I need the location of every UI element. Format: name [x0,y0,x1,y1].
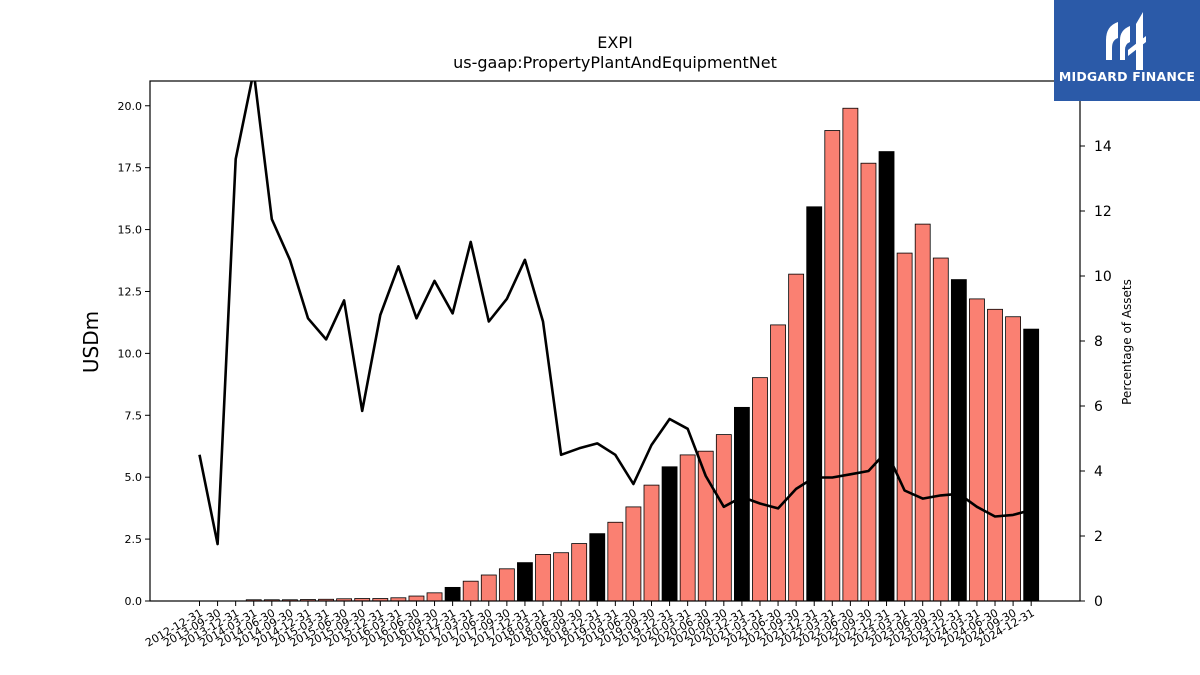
chart-subtitle: us-gaap:PropertyPlantAndEquipmentNet [453,53,777,72]
bar [444,586,461,602]
y-tick-label: 12.5 [118,285,143,298]
bar [571,543,588,602]
y2-tick-label: 8 [1094,334,1103,350]
y2-tick-label: 12 [1094,204,1112,220]
chart-title: EXPI [597,33,632,52]
bar [969,298,985,602]
bar [1005,316,1021,602]
bar [426,592,443,602]
y2-tick-label: 6 [1094,399,1103,415]
bar [625,506,642,602]
y2-axis-label: Percentage of Assets [1120,279,1134,405]
y-tick-label: 7.5 [125,409,143,422]
bar [987,308,1003,602]
percentage-line [198,81,1032,546]
y2-tick-label: 2 [1094,529,1103,545]
bar [734,406,750,602]
y-tick-label: 17.5 [118,162,143,175]
y2-tick-label: 10 [1094,269,1112,285]
y-axis-label: USDm [79,311,103,373]
plot-frame [149,80,1081,602]
y-tick-label: 20.0 [118,100,143,113]
y2-tick-label: 0 [1094,594,1103,610]
bar [607,521,624,602]
midgard-finance-logo: MIDGARD FINANCE [1054,0,1200,101]
bar [643,484,660,602]
bar [932,257,949,602]
logo-mark-icon [1106,12,1146,70]
bar [498,568,515,602]
bar [806,206,823,602]
bar [788,273,805,602]
bar [842,107,859,602]
y-tick-label: 5.0 [125,471,143,484]
bar [770,324,786,602]
bar [679,454,696,602]
bar [408,595,425,602]
bar [950,279,967,602]
y-tick-label: 0.0 [125,595,143,608]
bar [824,130,841,602]
y2-tick-label: 14 [1094,139,1112,155]
bar [1023,328,1040,602]
bar [896,252,913,602]
bar [480,574,497,602]
bar [715,434,732,602]
bar [517,562,533,602]
bar [878,151,895,602]
bar [589,533,606,602]
y-tick-label: 15.0 [118,224,143,237]
bar [914,223,931,602]
bar [553,552,569,602]
bar [860,162,877,602]
y-tick-label: 10.0 [118,347,143,360]
logo-text: MIDGARD FINANCE [1058,69,1196,84]
bar [535,554,551,602]
bar [462,580,479,602]
bar [752,377,768,602]
y2-tick-label: 4 [1094,464,1103,480]
y-tick-label: 2.5 [125,533,143,546]
bar [661,466,678,602]
